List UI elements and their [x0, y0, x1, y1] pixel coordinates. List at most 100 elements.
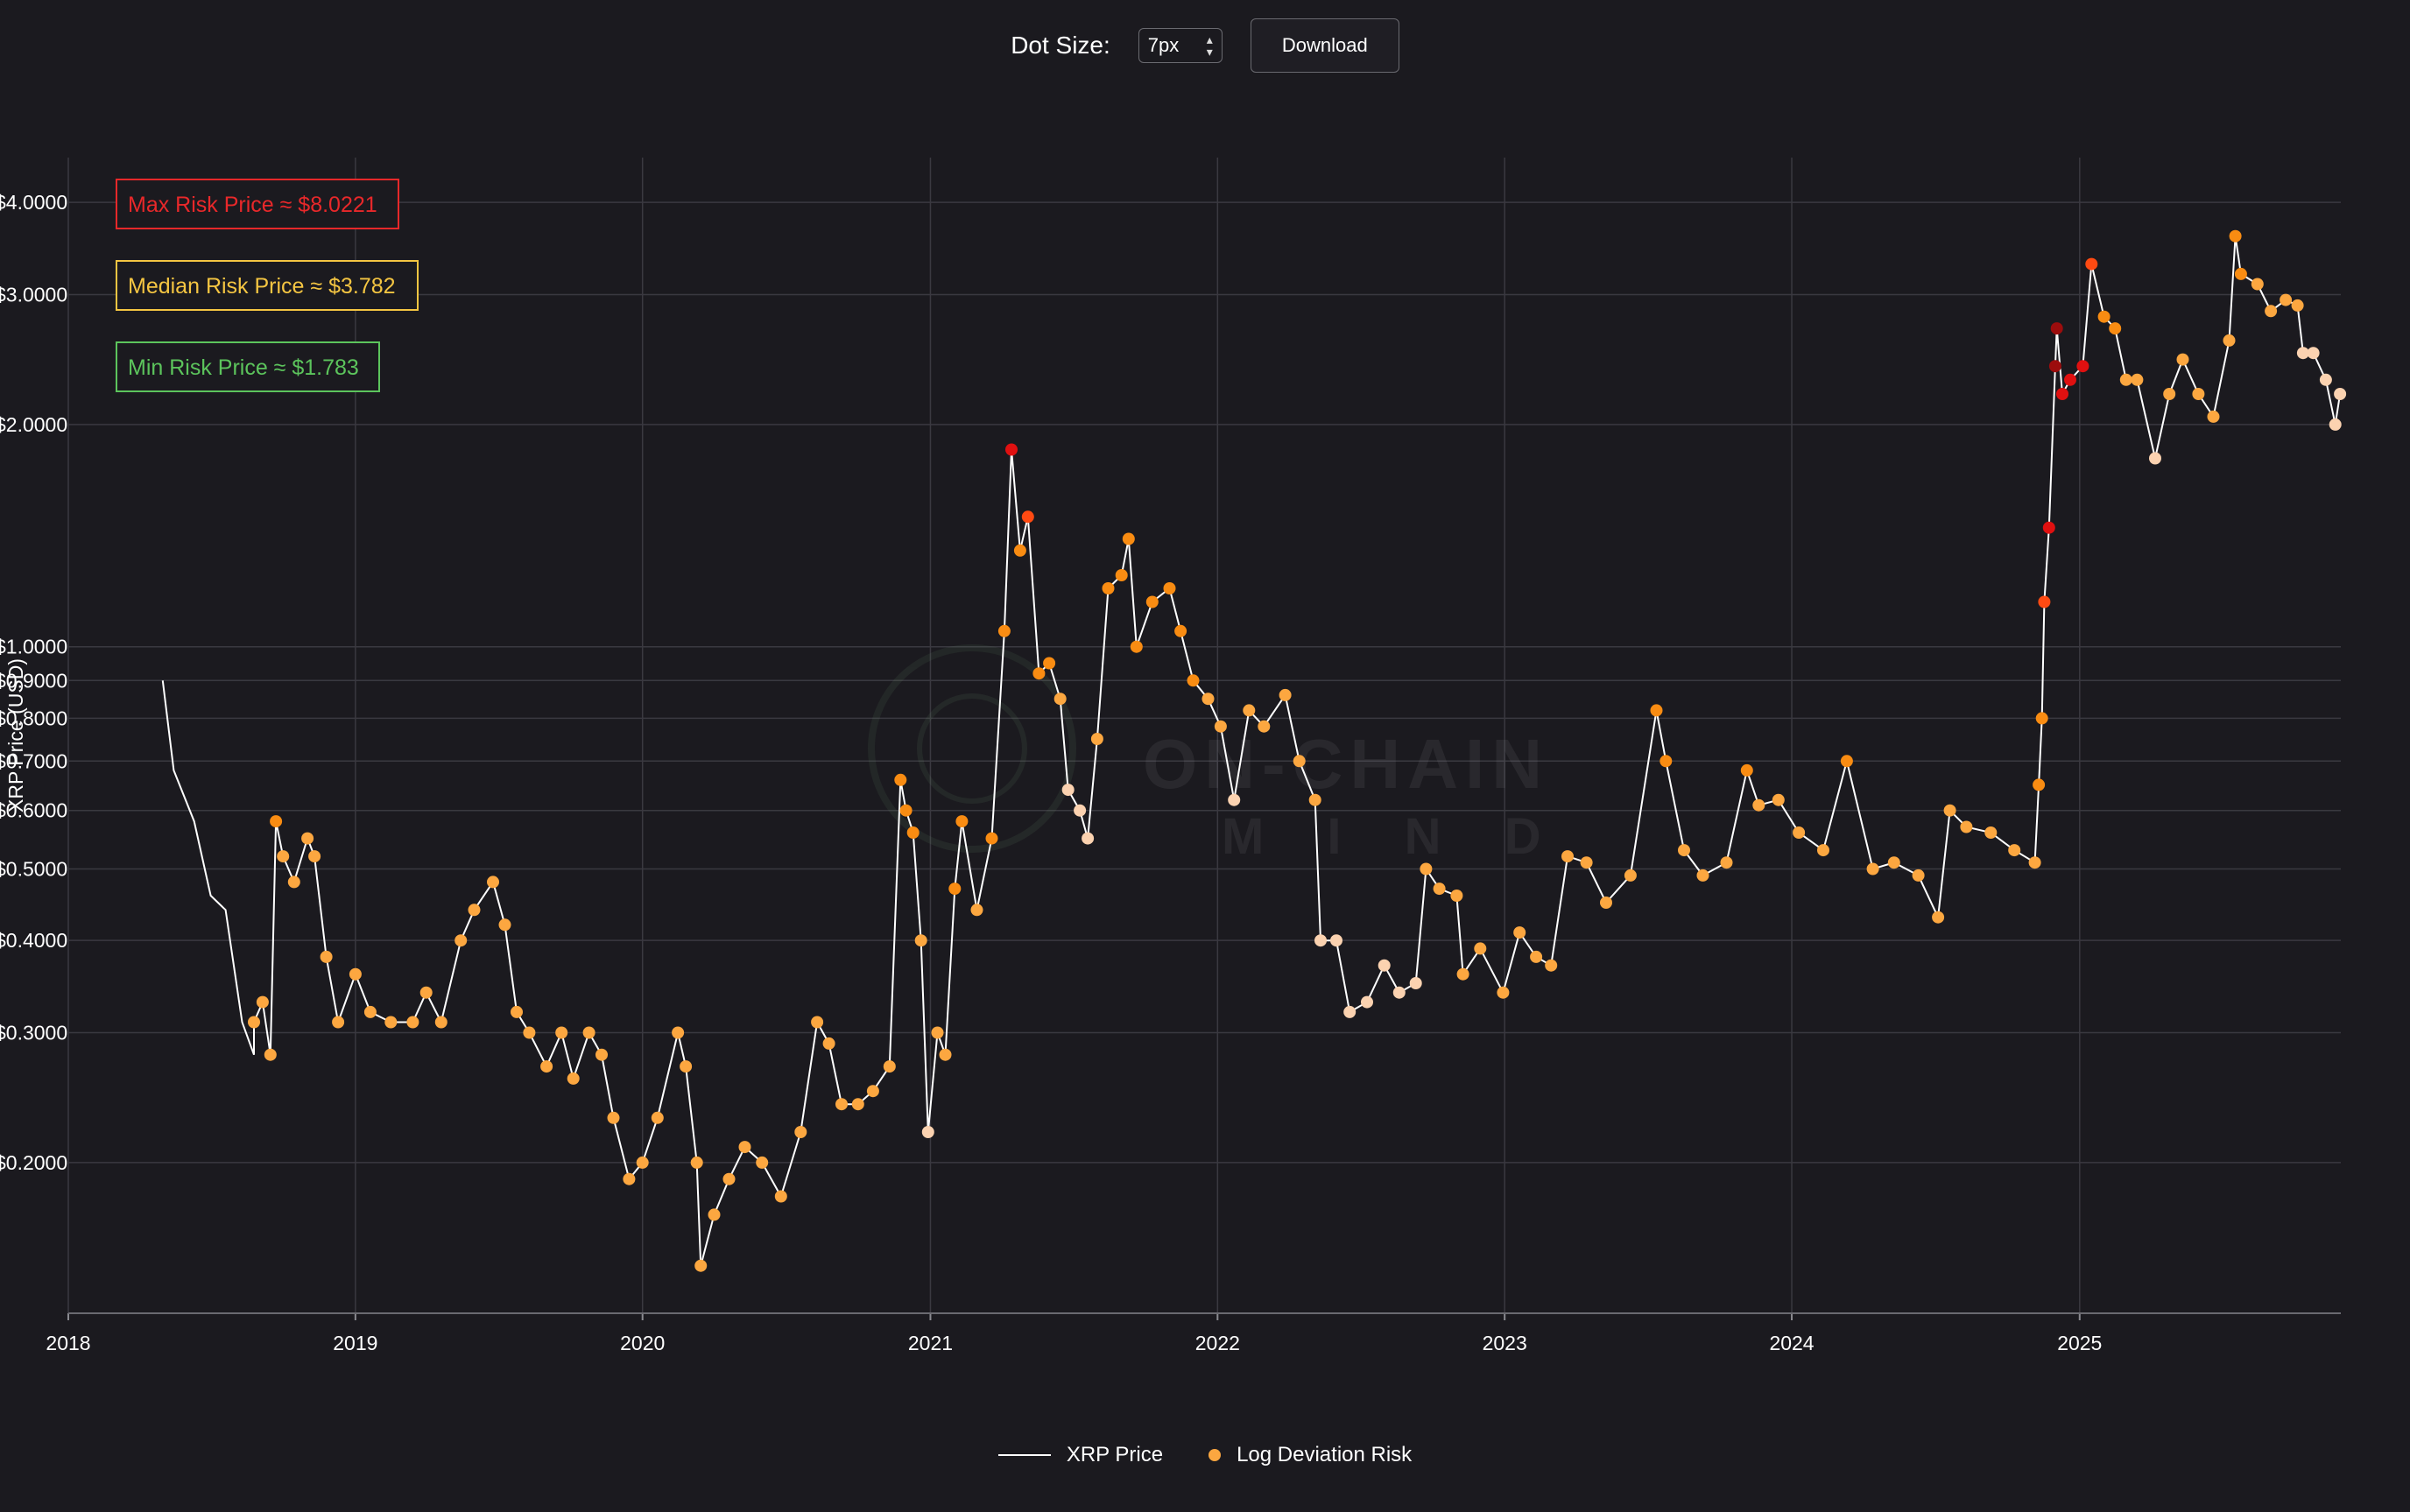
risk-dot	[455, 934, 468, 947]
risk-dot	[738, 1141, 751, 1154]
risk-dot	[384, 1016, 398, 1029]
risk-dot	[2251, 278, 2264, 291]
risk-dot	[2329, 418, 2342, 431]
risk-dot	[1840, 755, 1853, 768]
risk-dot	[419, 986, 433, 999]
x-tick-label: 2024	[1769, 1332, 1814, 1354]
risk-dot	[511, 1005, 523, 1018]
risk-dot	[866, 1085, 879, 1098]
risk-dot	[2008, 844, 2021, 857]
risk-dot	[1378, 959, 1391, 972]
y-tick-label: $0.3000	[0, 1021, 67, 1044]
y-tick-label: $0.4000	[0, 929, 67, 952]
risk-dot	[2223, 334, 2236, 347]
dot-size-select[interactable]: 7px ▴ ▾	[1138, 28, 1223, 63]
risk-dot	[2280, 293, 2293, 306]
risk-dot	[2176, 353, 2189, 366]
risk-dot	[1793, 826, 1806, 839]
x-tick-label: 2019	[333, 1332, 377, 1354]
risk-dot	[1772, 793, 1785, 806]
risk-dot	[555, 1026, 568, 1039]
risk-dot	[1013, 544, 1026, 557]
risk-dot	[2076, 360, 2089, 373]
y-tick-label: $0.2000	[0, 1151, 67, 1174]
dot-size-value: 7px	[1147, 34, 1180, 56]
risk-dot	[406, 1016, 419, 1029]
max-risk-price-label: Max Risk Price ≈ $8.0221	[128, 193, 377, 217]
risk-dot	[1082, 832, 1095, 845]
risk-dot	[2131, 373, 2144, 386]
x-tick-label: 2022	[1195, 1332, 1240, 1354]
watermark: ON-CHAIN M I N D	[868, 644, 1566, 865]
risk-dot	[2265, 305, 2278, 318]
risk-dot	[2042, 521, 2055, 534]
risk-dot	[955, 815, 969, 828]
x-tick-label: 2025	[2057, 1332, 2102, 1354]
risk-dot	[487, 876, 499, 889]
risk-dot	[434, 1016, 447, 1029]
risk-dot	[1696, 869, 1709, 882]
risk-dot	[1005, 443, 1018, 456]
risk-dot	[308, 850, 321, 863]
risk-dot-swatch	[1209, 1449, 1222, 1461]
watermark-line2: M I N D	[1222, 808, 1566, 865]
risk-dot	[774, 1190, 787, 1203]
risk-dot	[1513, 926, 1526, 939]
risk-dot	[931, 1026, 944, 1039]
risk-dot	[894, 773, 907, 786]
legend-risk-label: Log Deviation Risk	[1237, 1443, 1413, 1466]
min-risk-price-label: Min Risk Price ≈ $1.783	[128, 355, 359, 380]
legend-item-price[interactable]: XRP Price	[997, 1443, 1163, 1467]
risk-dot	[264, 1048, 277, 1061]
risk-dot	[2207, 410, 2220, 423]
risk-dot	[1887, 856, 1900, 869]
risk-dot	[2097, 310, 2111, 323]
risk-dot	[811, 1016, 824, 1029]
risk-dot	[1061, 784, 1075, 797]
risk-dot	[2050, 322, 2063, 335]
risk-dot	[301, 832, 314, 845]
y-tick-label: $0.6000	[0, 799, 67, 822]
risk-dot	[906, 826, 920, 839]
risk-dot	[1279, 688, 1292, 701]
risk-dot	[332, 1016, 345, 1029]
risk-dot	[1053, 693, 1067, 706]
risk-dot	[636, 1156, 649, 1169]
risk-dot	[1678, 844, 1690, 857]
median-risk-price-label: Median Risk Price ≈ $3.782	[128, 274, 396, 299]
risk-dot	[1866, 862, 1879, 876]
risk-dot	[1624, 869, 1637, 882]
x-tick-label: 2020	[620, 1332, 665, 1354]
risk-dot	[690, 1156, 703, 1169]
risk-dot	[2056, 388, 2068, 400]
risk-dot	[1650, 704, 1663, 717]
risk-dot	[277, 850, 290, 863]
risk-dot	[1074, 804, 1087, 817]
risk-dot	[899, 804, 913, 817]
risk-dot	[851, 1098, 864, 1111]
risk-dot	[1600, 897, 1612, 909]
risk-dot	[1122, 532, 1135, 545]
y-tick-label: $0.9000	[0, 669, 67, 692]
risk-dot	[1943, 804, 1956, 817]
risk-dot	[1361, 995, 1373, 1009]
risk-dot	[756, 1156, 769, 1169]
risk-dot	[1660, 755, 1673, 768]
risk-dot	[248, 1016, 260, 1029]
risk-dot	[997, 624, 1011, 637]
y-tick-label: $0.7000	[0, 749, 67, 772]
risk-dot	[349, 967, 362, 981]
chart-legend: XRP Price Log Deviation Risk	[0, 1436, 2410, 1474]
y-axis-label: XRP Price (USD)	[4, 658, 27, 812]
chart-grid	[67, 158, 2341, 1313]
risk-dot	[939, 1048, 952, 1061]
risk-dot	[2048, 360, 2061, 373]
download-button[interactable]: Download	[1250, 18, 1399, 73]
risk-dot	[1258, 720, 1271, 733]
risk-dot	[1330, 934, 1342, 947]
legend-item-risk[interactable]: Log Deviation Risk	[1209, 1443, 1412, 1467]
risk-dot	[2234, 267, 2247, 280]
risk-dot	[1214, 720, 1227, 733]
risk-dot	[287, 876, 300, 889]
y-axis-ticks: $4.0000 $3.0000 $2.0000 $1.0000 $0.9000 $0.80…	[0, 191, 67, 1174]
